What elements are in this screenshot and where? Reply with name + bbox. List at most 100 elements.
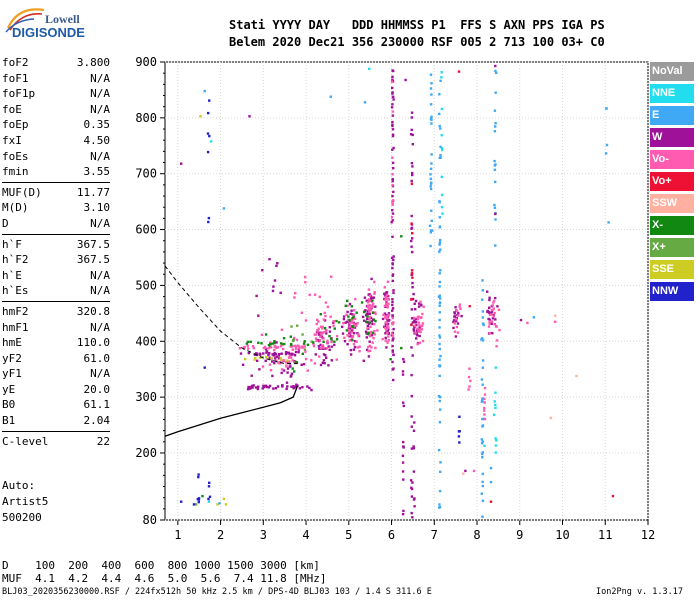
y-tick-label: 400 bbox=[135, 334, 157, 348]
echo-point bbox=[267, 353, 270, 357]
echo-point bbox=[245, 342, 249, 345]
echo-point bbox=[325, 347, 329, 350]
echo-point bbox=[439, 408, 442, 411]
x-tick-label: 9 bbox=[516, 528, 523, 542]
echo-point bbox=[385, 291, 388, 294]
echo-point bbox=[438, 225, 442, 228]
echo-point bbox=[272, 353, 275, 357]
echo-point bbox=[387, 326, 390, 329]
echo-point bbox=[481, 289, 484, 292]
echo-point bbox=[413, 324, 417, 327]
echo-point bbox=[429, 182, 433, 185]
echo-point bbox=[491, 304, 494, 307]
echo-point bbox=[296, 324, 299, 327]
echo-point bbox=[279, 345, 283, 348]
echo-point bbox=[391, 334, 395, 337]
echo-point bbox=[255, 294, 258, 298]
echo-point bbox=[391, 344, 394, 348]
param-row: fmin 3.55 bbox=[2, 164, 110, 180]
param-divider bbox=[2, 233, 110, 235]
echo-point bbox=[457, 430, 461, 433]
echo-point bbox=[275, 346, 278, 350]
echo-point bbox=[387, 332, 390, 335]
echo-point bbox=[348, 322, 352, 325]
legend-item-voplus: Vo+ bbox=[650, 172, 694, 191]
echo-point bbox=[251, 345, 255, 348]
echo-point bbox=[440, 107, 444, 111]
echo-point bbox=[328, 335, 331, 338]
echo-point bbox=[319, 325, 323, 328]
echo-point bbox=[402, 360, 406, 363]
echo-point bbox=[391, 75, 394, 78]
echo-point bbox=[268, 363, 272, 366]
echo-point bbox=[384, 326, 387, 330]
echo-point bbox=[457, 311, 460, 315]
echo-point bbox=[368, 332, 372, 335]
echo-point bbox=[322, 340, 325, 343]
echo-point bbox=[481, 472, 484, 476]
echo-point bbox=[391, 212, 395, 215]
echo-point bbox=[488, 296, 491, 299]
echo-point bbox=[456, 322, 460, 325]
echo-point bbox=[273, 341, 276, 345]
echo-point bbox=[391, 368, 394, 371]
echo-point bbox=[453, 312, 457, 315]
echo-point bbox=[323, 331, 326, 334]
echo-point bbox=[351, 321, 354, 324]
echo-point bbox=[264, 348, 268, 351]
echo-point bbox=[368, 318, 371, 321]
echo-point bbox=[329, 337, 333, 341]
echo-point bbox=[208, 495, 212, 498]
echo-point bbox=[429, 185, 432, 188]
echo-point bbox=[410, 128, 413, 132]
echo-point bbox=[301, 352, 304, 355]
echo-point bbox=[391, 360, 394, 364]
echo-point bbox=[367, 355, 371, 358]
echo-point bbox=[366, 317, 369, 321]
echo-point bbox=[276, 361, 280, 364]
echo-point bbox=[264, 333, 268, 336]
echo-point bbox=[430, 118, 433, 121]
param-name: h`Es bbox=[2, 284, 29, 298]
param-row: hmF1 N/A bbox=[2, 320, 110, 336]
echo-point bbox=[438, 216, 441, 219]
echo-point bbox=[456, 331, 460, 334]
echo-point bbox=[413, 319, 416, 322]
echo-point bbox=[319, 346, 323, 349]
echo-point bbox=[294, 345, 298, 348]
echo-point bbox=[472, 469, 476, 473]
echo-point bbox=[401, 373, 405, 376]
echo-point bbox=[366, 315, 369, 318]
echo-point bbox=[411, 276, 414, 279]
echo-point bbox=[371, 341, 374, 344]
echo-point bbox=[310, 340, 313, 343]
echo-point bbox=[488, 318, 491, 321]
echo-point bbox=[303, 340, 306, 343]
echo-point bbox=[222, 207, 226, 210]
echo-point bbox=[352, 323, 356, 326]
echo-point bbox=[322, 318, 325, 321]
echo-point bbox=[495, 439, 498, 442]
echo-point bbox=[452, 326, 455, 330]
echo-point bbox=[488, 311, 491, 315]
echo-point bbox=[297, 348, 301, 351]
echo-point bbox=[391, 178, 394, 181]
echo-point bbox=[369, 306, 373, 309]
param-value: N/A bbox=[90, 367, 110, 381]
echo-point bbox=[400, 235, 403, 238]
echo-point bbox=[366, 324, 369, 328]
echo-point bbox=[285, 365, 288, 368]
echo-point bbox=[392, 98, 395, 101]
echo-point bbox=[341, 332, 345, 335]
echo-point bbox=[464, 469, 467, 473]
echo-point bbox=[384, 295, 387, 298]
echo-point bbox=[330, 340, 333, 344]
echo-point bbox=[262, 352, 265, 355]
echo-point bbox=[287, 351, 290, 355]
echo-point bbox=[391, 156, 394, 159]
logo-line2: DIGISONDE bbox=[12, 25, 85, 40]
echo-point bbox=[318, 339, 322, 342]
echo-point bbox=[411, 281, 414, 285]
plot-frame bbox=[164, 61, 649, 521]
echo-point bbox=[364, 320, 368, 323]
